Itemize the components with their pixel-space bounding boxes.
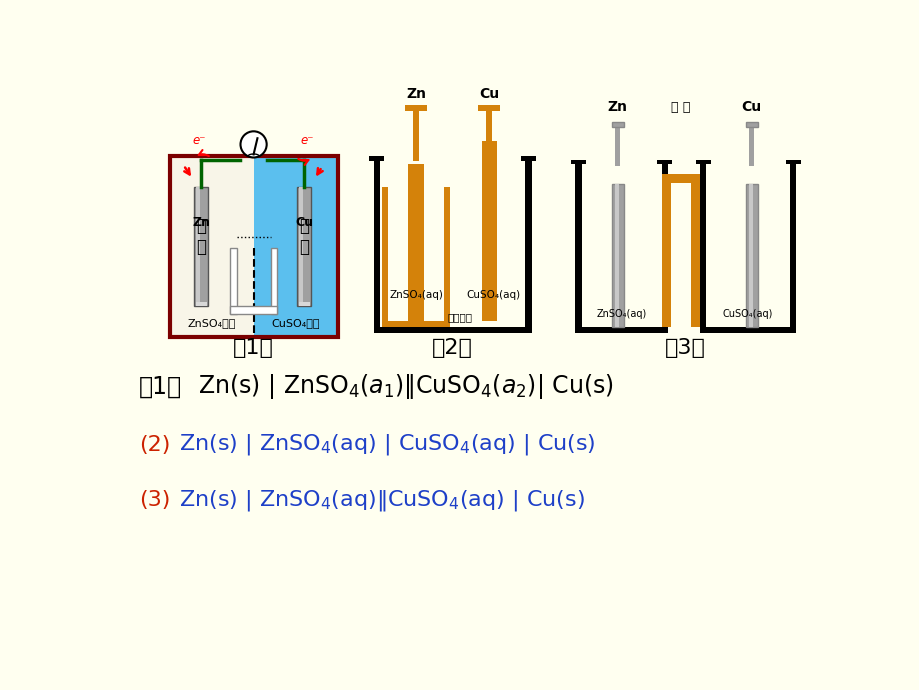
Bar [690, 183, 699, 327]
Text: （1）: （1） [139, 375, 182, 399]
Bar [231, 248, 236, 314]
Bar [615, 124, 619, 166]
Bar [744, 184, 757, 327]
Text: 盐 桥: 盐 桥 [671, 101, 690, 114]
Bar [373, 327, 531, 333]
Text: ZnSO₄(aq): ZnSO₄(aq) [596, 309, 646, 319]
Text: e⁻: e⁻ [192, 135, 206, 148]
Bar [408, 164, 424, 321]
Bar [194, 187, 208, 306]
Text: Cu: Cu [479, 86, 499, 101]
Text: （2）: （2） [431, 339, 472, 358]
Bar [478, 105, 499, 111]
Text: （1）: （1） [233, 339, 274, 358]
Bar [699, 160, 706, 333]
Text: Cu: Cu [295, 216, 313, 229]
Bar [485, 107, 492, 161]
Bar [615, 184, 618, 327]
Bar [443, 187, 449, 327]
Bar [656, 160, 672, 164]
Bar [481, 141, 496, 321]
Bar [744, 122, 757, 128]
Bar [405, 105, 426, 111]
Bar [525, 156, 531, 333]
Bar [299, 187, 302, 306]
Bar [196, 187, 199, 306]
Bar [611, 184, 623, 327]
Bar [381, 321, 449, 327]
Text: 阳
极: 阳 极 [196, 217, 206, 256]
Bar [789, 160, 796, 333]
Text: $\mathregular{Zn(s)\ |\ ZnSO_4(}$$\mathit{a}_\mathit{1}$$\mathregular{)\|CuSO_4(: $\mathregular{Zn(s)\ |\ ZnSO_4(}$$\mathi… [198, 373, 613, 402]
Bar [169, 156, 337, 337]
Bar [270, 248, 277, 314]
Bar [373, 156, 380, 333]
Text: 阴
极: 阴 极 [299, 217, 309, 256]
Text: ZnSO₄(aq): ZnSO₄(aq) [389, 290, 443, 299]
Bar [254, 157, 335, 335]
Text: Zn: Zn [607, 99, 627, 114]
Bar [381, 187, 388, 327]
Text: $\mathregular{Zn(s)\ |\ ZnSO_4(aq)\|CuSO_4(aq)\ |\ Cu(s)}$: $\mathregular{Zn(s)\ |\ ZnSO_4(aq)\|CuSO… [178, 488, 584, 513]
Bar [196, 302, 207, 306]
Text: ZnSO₄溶液: ZnSO₄溶液 [187, 318, 235, 328]
Text: Zn: Zn [192, 216, 210, 229]
Bar [369, 156, 384, 161]
Text: $\mathregular{Zn(s)\ |\ ZnSO_4(aq)\ |\ CuSO_4(aq)\ |\ Cu(s)}$: $\mathregular{Zn(s)\ |\ ZnSO_4(aq)\ |\ C… [178, 432, 595, 457]
Bar [570, 160, 585, 164]
Bar [785, 160, 800, 164]
Text: CuSO₄(aq): CuSO₄(aq) [466, 290, 519, 299]
Bar [574, 160, 581, 333]
Bar [749, 124, 754, 166]
Text: (3): (3) [139, 490, 170, 510]
Circle shape [240, 131, 267, 157]
Bar [574, 327, 667, 333]
Text: 素瓷烧杯: 素瓷烧杯 [447, 313, 472, 323]
Bar [695, 160, 710, 164]
Bar [699, 327, 796, 333]
Bar [171, 157, 254, 335]
Bar [520, 156, 536, 161]
Text: (2): (2) [139, 435, 170, 455]
Text: e⁻: e⁻ [300, 135, 313, 148]
Text: CuSO₄溶液: CuSO₄溶液 [270, 318, 319, 328]
Text: CuSO₄(aq): CuSO₄(aq) [722, 309, 772, 319]
Bar [661, 183, 670, 327]
Bar [661, 174, 699, 183]
Bar [297, 187, 311, 306]
Bar [661, 160, 667, 333]
Bar [611, 122, 623, 128]
Text: Zn: Zn [405, 86, 425, 101]
Bar [413, 107, 419, 161]
Bar [231, 306, 277, 314]
Bar [299, 302, 310, 306]
Text: Cu: Cu [741, 99, 761, 114]
Bar [749, 184, 753, 327]
Text: （3）: （3） [664, 339, 705, 358]
